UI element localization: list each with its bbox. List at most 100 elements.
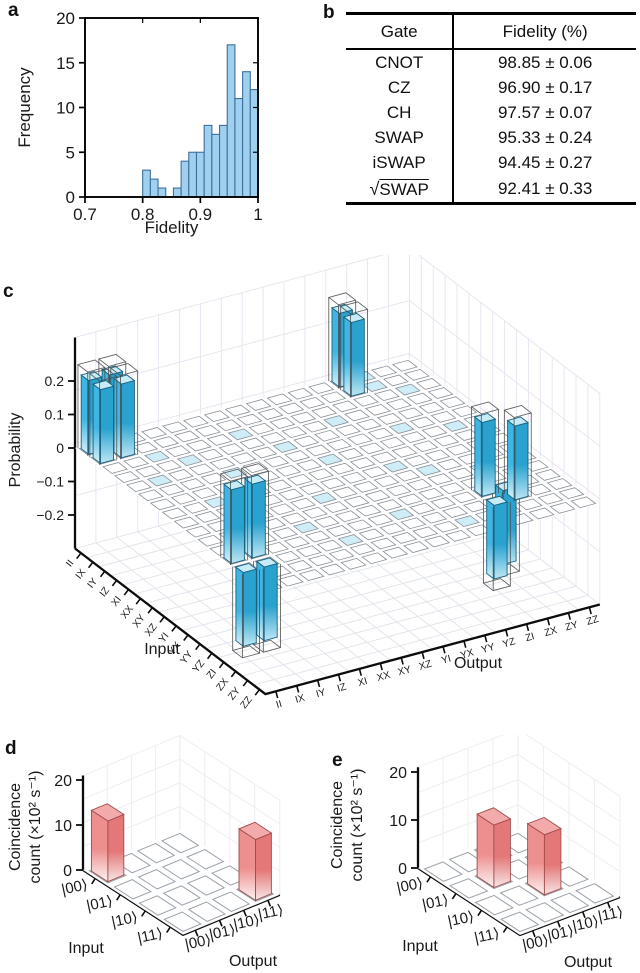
svg-text:0: 0 [398,861,407,878]
svg-text:|11⟩: |11⟩ [596,903,624,925]
panel-c-process-matrix: 0.20.10−0.1−0.2IIIXIYIZXIXXXYXZYIYXYYYZZ… [7,255,601,711]
svg-text:ZY: ZY [226,685,243,702]
svg-text:IX: IX [294,693,306,706]
table-header-fidelity: Fidelity (%) [453,13,636,50]
svg-text:Probability: Probability [7,413,24,488]
svg-text:|00⟩: |00⟩ [521,932,550,954]
panel-d-label: d [5,738,17,759]
panel-b-label: b [323,2,335,23]
svg-text:YX: YX [459,647,475,661]
svg-text:20: 20 [54,773,72,790]
svg-text:ZI: ZI [524,631,536,644]
gate-fidelity-table: Gate Fidelity (%) CNOT 98.85 ± 0.06 CZ 96.9… [346,12,636,206]
panel-a-label: a [8,0,19,21]
svg-text:0: 0 [56,440,64,456]
svg-text:Input: Input [402,938,438,955]
svg-text:IX: IX [74,567,89,581]
table-row: CNOT 98.85 ± 0.06 [346,49,636,76]
svg-text:Input: Input [68,940,104,957]
svg-text:|10⟩: |10⟩ [110,909,139,931]
svg-text:XI: XI [357,676,369,689]
svg-text:ZX: ZX [543,625,559,639]
svg-text:Coincidence: Coincidence [7,783,24,871]
svg-text:|11⟩: |11⟩ [136,925,164,947]
svg-text:count (×10² s⁻¹): count (×10² s⁻¹) [27,771,44,884]
fidelity-cell: 94.45 ± 0.27 [497,153,593,173]
svg-text:−0.1: −0.1 [36,474,64,490]
svg-text:|01⟩: |01⟩ [421,891,450,913]
table-row: CZ 96.90 ± 0.17 [346,75,636,101]
svg-text:YY: YY [480,642,496,656]
fidelity-cell: 98.85 ± 0.06 [497,52,593,72]
svg-text:|11⟩: |11⟩ [257,901,285,923]
svg-text:|00⟩: |00⟩ [60,876,89,898]
svg-text:II: II [64,558,76,569]
svg-text:10: 10 [56,99,75,118]
table-row: CH 97.57 ± 0.07 [346,100,636,126]
svg-text:IZ: IZ [98,585,112,599]
svg-text:Frequency: Frequency [15,67,34,148]
svg-text:Output: Output [229,953,278,970]
svg-text:5: 5 [66,143,75,162]
svg-text:ZZ: ZZ [239,695,255,711]
svg-text:|01⟩: |01⟩ [546,922,575,944]
svg-text:0: 0 [63,863,72,880]
gate-cell: SWAP [346,125,455,151]
gate-cell: CZ [346,75,455,101]
fidelity-cell: 97.57 ± 0.07 [497,102,593,122]
panel-c-label: c [3,281,14,302]
svg-text:XI: XI [109,595,123,609]
svg-text:XX: XX [376,670,392,684]
svg-text:−0.2: −0.2 [36,507,64,523]
svg-text:ZY: ZY [564,619,580,633]
svg-text:ZZ: ZZ [585,614,600,628]
svg-text:YZ: YZ [501,636,516,650]
svg-text:|10⟩: |10⟩ [571,913,600,935]
svg-text:XY: XY [131,612,148,630]
panel-e-label: e [332,750,343,771]
fidelity-cell: 92.41 ± 0.33 [497,179,593,199]
svg-text:0.8: 0.8 [131,205,155,224]
gate-cell: CH [346,100,455,126]
gate-cell: CNOT [346,49,455,76]
svg-text:10: 10 [54,818,72,835]
svg-text:ZX: ZX [214,676,231,693]
table-row: iSWAP 94.45 ± 0.27 [346,150,636,176]
svg-text:20: 20 [56,9,75,28]
svg-text:20: 20 [389,765,407,782]
svg-text:II: II [275,699,283,711]
gate-cell: √SWAP [346,175,455,204]
svg-text:10: 10 [389,813,407,830]
svg-text:ZI: ZI [205,667,219,681]
svg-text:|00⟩: |00⟩ [395,875,424,897]
svg-text:|01⟩: |01⟩ [208,921,237,943]
svg-text:0: 0 [66,188,75,207]
svg-text:IY: IY [315,687,327,700]
svg-text:|10⟩: |10⟩ [446,908,475,930]
svg-text:0.9: 0.9 [189,205,213,224]
svg-text:Input: Input [144,641,180,658]
table-header-gate: Gate [346,13,455,50]
svg-text:15: 15 [56,54,75,73]
svg-text:|11⟩: |11⟩ [473,925,501,947]
fidelity-cell: 95.33 ± 0.24 [497,128,593,148]
svg-text:0.1: 0.1 [45,407,65,423]
svg-text:XY: XY [397,664,413,678]
panel-b-table-wrap: Gate Fidelity (%) CNOT 98.85 ± 0.06 CZ 96.9… [346,12,636,206]
panel-a-histogram: 0 5 10 15 20 0.7 0.8 0.9 1 Frequency Fidelity [15,9,263,237]
svg-text:1: 1 [253,205,262,224]
svg-text:0.7: 0.7 [73,205,97,224]
svg-text:XZ: XZ [418,659,433,673]
svg-text:IZ: IZ [336,682,348,695]
svg-text:YI: YI [440,654,452,667]
table-row: √SWAP 92.41 ± 0.33 [346,175,636,204]
svg-text:|00⟩: |00⟩ [183,931,212,953]
svg-text:Fidelity: Fidelity [145,218,199,237]
svg-text:Coincidence: Coincidence [329,781,346,869]
svg-text:|01⟩: |01⟩ [85,893,114,915]
svg-text:|10⟩: |10⟩ [232,911,261,933]
svg-text:YZ: YZ [191,658,208,675]
